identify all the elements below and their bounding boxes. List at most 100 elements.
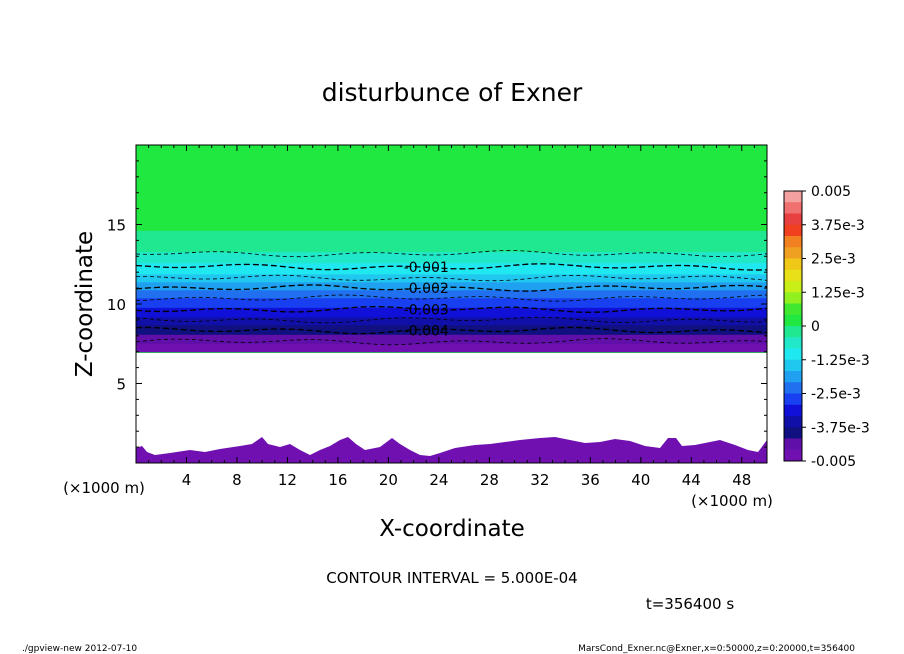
color-band bbox=[136, 340, 767, 343]
colorbar: 0.005 3.75e-3 2.5e-3 1.25e-3 0 -1.25e-3 -2.5e-… bbox=[783, 184, 870, 470]
contour-line bbox=[135, 294, 768, 302]
color-band bbox=[136, 335, 767, 338]
color-band bbox=[136, 324, 767, 327]
color-band bbox=[136, 238, 767, 241]
color-band bbox=[136, 346, 767, 350]
colorbar-label: 0.005 bbox=[811, 184, 851, 200]
x-tick-label: 48 bbox=[732, 471, 751, 489]
colorbar-cell bbox=[784, 449, 802, 462]
color-band bbox=[136, 230, 767, 234]
chart-title: disturbunce of Exner bbox=[322, 78, 583, 107]
contour-line bbox=[135, 250, 768, 258]
colorbar-cell bbox=[784, 258, 802, 271]
color-band bbox=[136, 292, 767, 296]
color-band bbox=[136, 251, 767, 254]
color-band bbox=[136, 269, 767, 272]
colorbar-cell bbox=[784, 314, 802, 327]
color-band bbox=[136, 297, 767, 300]
colorbar-label: 2.5e-3 bbox=[811, 252, 856, 268]
color-band bbox=[136, 265, 767, 269]
color-band bbox=[136, 283, 767, 286]
time-text: t=356400 s bbox=[646, 595, 734, 613]
color-band bbox=[136, 319, 767, 323]
y-axis-label: Z-coordinate bbox=[72, 231, 98, 377]
color-band bbox=[136, 254, 767, 257]
bottom-terrain-fill bbox=[136, 437, 767, 463]
color-band bbox=[136, 304, 767, 307]
colorbar-cell bbox=[784, 326, 802, 338]
color-band bbox=[136, 337, 767, 340]
colorbar-label: -0.005 bbox=[811, 454, 856, 470]
x-tick-label: 16 bbox=[328, 471, 347, 489]
color-band bbox=[136, 272, 767, 275]
contour-interval-text: CONTOUR INTERVAL = 5.000E-04 bbox=[326, 569, 577, 587]
contour-label: -0.004 bbox=[404, 324, 449, 340]
colorbar-label: -1.25e-3 bbox=[811, 353, 870, 369]
colorbar-cell bbox=[784, 348, 802, 361]
color-band bbox=[136, 248, 767, 251]
color-band bbox=[136, 296, 767, 299]
y-tick-label: 15 bbox=[107, 217, 126, 235]
color-bands bbox=[136, 230, 767, 353]
plot-area: -0.001-0.002-0.003-0.004 4 8 12 16 20 24 28 32 3… bbox=[107, 144, 768, 489]
color-band bbox=[136, 326, 767, 329]
colorbar-cell bbox=[784, 292, 802, 304]
color-band bbox=[136, 315, 767, 318]
colorbar-cell bbox=[784, 371, 802, 383]
colorbar-cell bbox=[784, 191, 802, 203]
contour-line bbox=[135, 338, 768, 346]
color-band bbox=[136, 262, 767, 265]
color-band bbox=[136, 256, 767, 259]
x-tick-label: 28 bbox=[480, 471, 499, 489]
x-tick-label: 12 bbox=[278, 471, 297, 489]
colorbar-cell bbox=[784, 404, 802, 417]
color-band bbox=[136, 275, 767, 278]
color-band bbox=[136, 257, 767, 261]
color-band bbox=[136, 245, 767, 248]
color-band bbox=[136, 321, 767, 324]
contour-lines bbox=[135, 250, 768, 346]
color-band bbox=[136, 246, 767, 249]
colorbar-cell bbox=[784, 427, 802, 439]
colorbar-cell bbox=[784, 393, 802, 406]
y-tick-label: 10 bbox=[107, 296, 126, 314]
color-band bbox=[136, 310, 767, 313]
color-band bbox=[136, 334, 767, 337]
colorbar-cell bbox=[784, 247, 802, 259]
color-band bbox=[136, 240, 767, 243]
color-band bbox=[136, 348, 767, 351]
x-tick-label: 40 bbox=[631, 471, 650, 489]
color-band bbox=[136, 249, 767, 253]
color-band bbox=[136, 311, 767, 315]
contour-line bbox=[135, 326, 768, 335]
colorbar-label: 1.25e-3 bbox=[811, 285, 865, 301]
colorbar-cell bbox=[784, 281, 802, 293]
contour-line bbox=[135, 316, 768, 324]
color-band bbox=[136, 313, 767, 316]
undefined-region bbox=[136, 353, 767, 463]
color-band bbox=[136, 259, 767, 262]
x-tick-label: 4 bbox=[182, 471, 192, 489]
colorbar-label: 0 bbox=[811, 319, 820, 335]
color-band bbox=[136, 291, 767, 294]
x-unit-right: (×1000 m) bbox=[691, 492, 773, 510]
contour-label: -0.002 bbox=[404, 281, 449, 297]
x-tick-label: 8 bbox=[232, 471, 242, 489]
y-tick-label: 5 bbox=[116, 376, 126, 394]
x-axis-label: X-coordinate bbox=[379, 516, 525, 542]
color-band bbox=[136, 338, 767, 342]
y-axis-ticks: 5 10 15 bbox=[107, 160, 767, 448]
color-band bbox=[136, 302, 767, 305]
x-tick-label: 24 bbox=[429, 471, 448, 489]
colorbar-cell bbox=[784, 213, 802, 226]
color-band bbox=[136, 237, 767, 240]
color-band bbox=[136, 305, 767, 308]
color-band bbox=[136, 278, 767, 281]
contour-labels: -0.001 -0.002 -0.003 -0.004 bbox=[404, 260, 449, 340]
color-band bbox=[136, 318, 767, 321]
contour-label: -0.001 bbox=[404, 260, 449, 276]
color-band bbox=[136, 241, 767, 245]
color-band bbox=[136, 331, 767, 334]
colorbar-labels: 0.005 3.75e-3 2.5e-3 1.25e-3 0 -1.25e-3 -2.5e-… bbox=[802, 184, 870, 470]
